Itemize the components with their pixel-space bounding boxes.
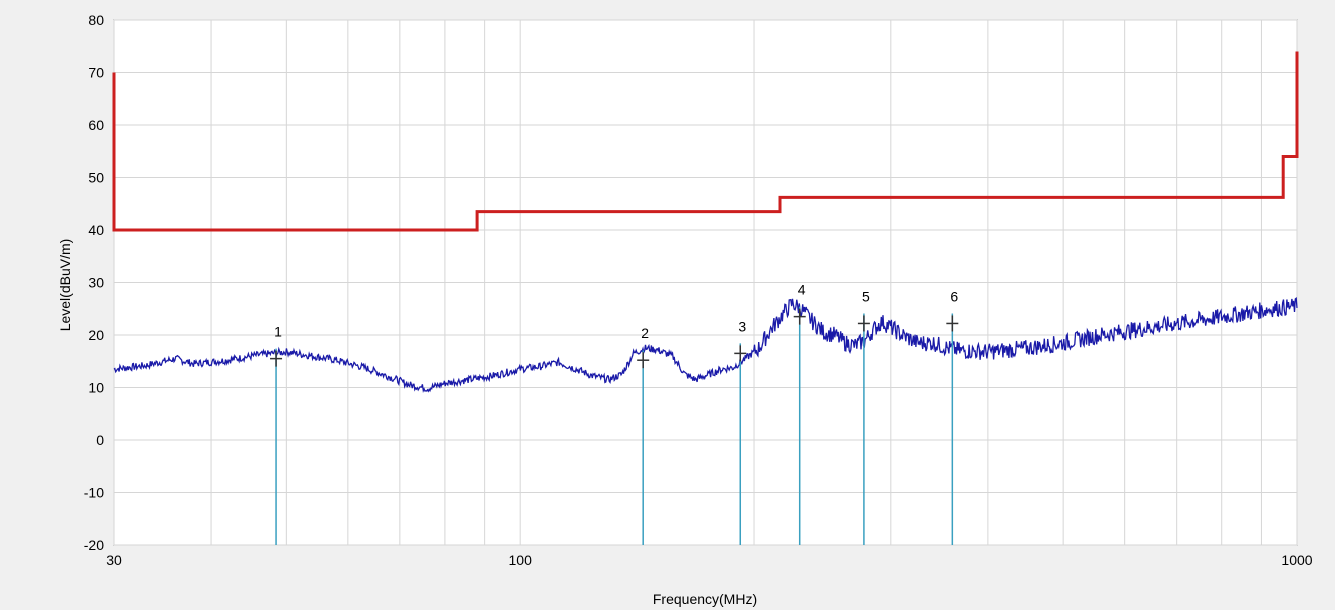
y-tick-label: 30 — [88, 275, 104, 291]
marker-symbol — [734, 345, 747, 362]
marker-label: 2 — [641, 325, 649, 341]
marker-label: 3 — [738, 318, 746, 334]
y-tick-label: 60 — [88, 117, 104, 133]
marker-label: 1 — [274, 324, 282, 340]
marker-symbol — [946, 315, 959, 332]
y-tick-label: 40 — [88, 222, 104, 238]
marker-symbol — [857, 315, 870, 332]
x-tick-label: 100 — [509, 552, 533, 568]
marker-label: 4 — [798, 282, 806, 298]
y-tick-label: 0 — [96, 432, 104, 448]
y-axis-title: Level(dBuV/m) — [57, 239, 73, 332]
y-tick-label: 20 — [88, 327, 104, 343]
marker-symbol — [793, 308, 806, 325]
x-tick-label: 30 — [106, 552, 122, 568]
grid — [113, 19, 1298, 546]
y-tick-label: -20 — [84, 537, 104, 553]
measurement-trace — [113, 297, 1298, 394]
y-tick-label: 10 — [88, 380, 104, 396]
marker-symbol — [270, 350, 283, 367]
marker-symbol — [637, 352, 650, 369]
markers: 1 2 3 4 5 6 — [270, 282, 958, 545]
y-tick-label: 80 — [88, 12, 104, 28]
x-axis-title: Frequency(MHz) — [653, 591, 757, 607]
x-tick-label: 1000 — [1281, 552, 1312, 568]
y-tick-label: 50 — [88, 170, 104, 186]
y-axis-ticks: 80 70 60 50 40 30 20 10 0 -10 -20 — [84, 12, 104, 553]
y-tick-label: 70 — [88, 65, 104, 81]
marker-label: 5 — [862, 288, 870, 304]
limit-line — [112, 51, 1299, 232]
x-axis-ticks: 30 100 1000 — [106, 552, 1313, 568]
marker-label: 6 — [950, 288, 958, 304]
y-tick-label: -10 — [84, 485, 104, 501]
series-layer — [112, 51, 1299, 394]
